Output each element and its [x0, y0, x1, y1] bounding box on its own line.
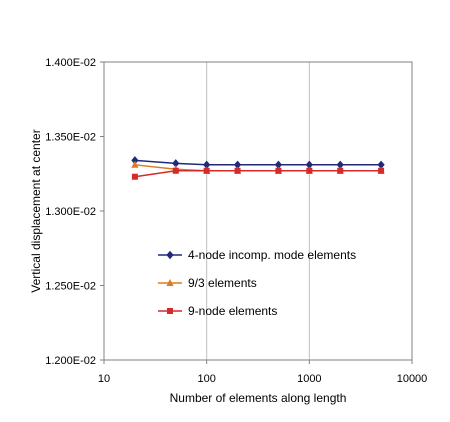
data-point-marker: [305, 160, 313, 170]
series-line: [134, 164, 382, 172]
data-point-marker: [131, 156, 139, 165]
y-tick-label: 1.400E-02: [45, 57, 96, 69]
series-0: [131, 156, 385, 170]
legend-label: 9/3 elements: [188, 276, 257, 290]
legend-item: 9-node elements: [158, 304, 277, 318]
series-layer: [131, 156, 385, 180]
data-point-marker: [336, 160, 344, 170]
data-point-marker: [172, 167, 179, 174]
legend-item: 9/3 elements: [158, 276, 257, 290]
data-point-marker: [378, 167, 385, 174]
x-axis-title: Number of elements along length: [170, 391, 347, 405]
legend-label: 9-node elements: [188, 304, 277, 318]
data-point-marker: [203, 160, 211, 170]
legend-item: 4-node incomp. mode elements: [158, 248, 356, 262]
x-tick-label: 100: [197, 373, 215, 385]
x-tick-label: 10: [98, 373, 110, 385]
y-axis-title: Vertical displacement at center: [29, 129, 43, 292]
y-tick-label: 1.250E-02: [45, 281, 96, 293]
data-point-marker: [337, 167, 344, 174]
series-2: [131, 167, 385, 180]
x-tick-label: 1000: [297, 373, 321, 385]
y-tick-label: 1.300E-02: [45, 206, 96, 218]
legend: 4-node incomp. mode elements 9/3 elements…: [158, 248, 356, 318]
grid-layer: [206, 62, 310, 360]
data-point-marker: [377, 160, 385, 170]
x-tick-label: 10000: [397, 373, 428, 385]
series-line: [134, 170, 382, 178]
data-point-marker: [203, 167, 210, 174]
tick-layer: 10 100 1000 10000 1.200E-02 1.250E-02 1.300E-0…: [45, 57, 427, 385]
data-point-marker: [234, 167, 241, 174]
data-point-marker: [172, 159, 180, 168]
legend-label: 4-node incomp. mode elements: [188, 248, 356, 262]
legend-marker: [166, 279, 174, 286]
data-point-marker: [131, 173, 138, 180]
data-point-marker: [274, 160, 283, 170]
series-line: [134, 159, 382, 166]
y-tick-label: 1.200E-02: [45, 355, 96, 367]
data-point-marker: [275, 167, 282, 174]
legend-marker: [167, 308, 173, 314]
data-point-marker: [233, 160, 242, 170]
data-point-marker: [306, 167, 313, 174]
legend-marker: [166, 250, 174, 260]
y-tick-label: 1.350E-02: [45, 132, 96, 144]
data-point-marker: [131, 160, 139, 168]
